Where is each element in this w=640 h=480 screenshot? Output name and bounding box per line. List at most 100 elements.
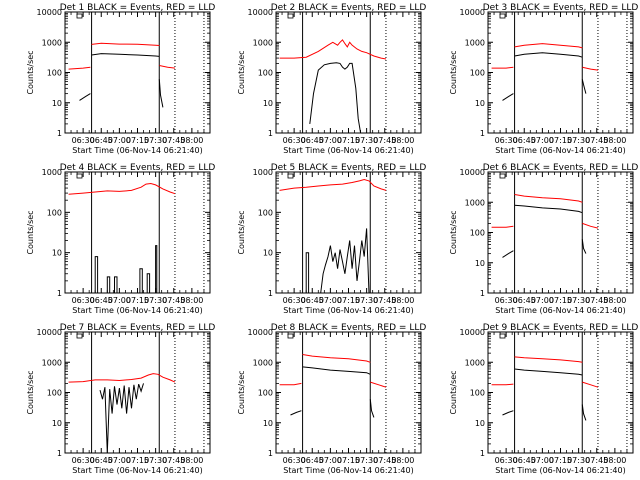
x-tick-label: 06:30 bbox=[283, 136, 306, 145]
y-tick-label: 1000 bbox=[253, 168, 273, 177]
panel-title: Det 4 BLACK = Events, RED = LLD bbox=[60, 163, 216, 173]
events-series-line bbox=[139, 268, 143, 293]
y-tick-label: 10000 bbox=[460, 168, 485, 177]
x-axis-label: Start Time (06-Nov-14 06:21:40) bbox=[495, 466, 625, 475]
events-series-line bbox=[302, 366, 371, 375]
y-tick-label: 100 bbox=[258, 208, 273, 217]
x-tick-label: 07:30 bbox=[567, 456, 590, 465]
legend-box-icon bbox=[499, 173, 506, 179]
events-series-line bbox=[514, 52, 583, 58]
lld-series-line bbox=[514, 43, 583, 49]
lld-series-line bbox=[279, 382, 302, 386]
y-tick-label: 10 bbox=[52, 419, 62, 428]
plot-frame bbox=[487, 171, 634, 294]
plot-frame bbox=[275, 331, 422, 454]
y-axis-label: Counts/sec bbox=[26, 370, 35, 414]
y-tick-label: 10 bbox=[475, 99, 485, 108]
events-series-line bbox=[79, 93, 91, 101]
events-series-line bbox=[99, 383, 144, 454]
x-tick-label: 06:45 bbox=[90, 456, 113, 465]
x-tick-label: 07:00 bbox=[108, 456, 131, 465]
y-tick-label: 100 bbox=[470, 229, 485, 238]
x-tick-label: 07:00 bbox=[319, 136, 342, 145]
events-series-line bbox=[146, 273, 151, 293]
x-tick-label: 08:00 bbox=[603, 136, 626, 145]
x-tick-label: 07:15 bbox=[337, 296, 360, 305]
y-tick-label: 1000 bbox=[42, 38, 62, 47]
y-tick-label: 1 bbox=[480, 449, 485, 458]
lld-series-line bbox=[68, 66, 91, 70]
detector-panel-2: 1 10 100 1000 10000 06:3006:4507:0007:1507:30… bbox=[237, 3, 426, 155]
y-tick-label: 100 bbox=[47, 69, 62, 78]
x-axis-label: Start Time (06-Nov-14 06:21:40) bbox=[495, 306, 625, 315]
lld-series-line bbox=[68, 373, 176, 383]
lld-series-line bbox=[68, 182, 176, 195]
y-tick-label: 1 bbox=[57, 129, 62, 138]
x-tick-label: 07:30 bbox=[355, 296, 378, 305]
plot-frame bbox=[487, 11, 634, 134]
y-tick-label: 100 bbox=[47, 389, 62, 398]
detector-panel-4: 1 10 100 1000 06:3006:4507:0007:1507:3007:45… bbox=[26, 163, 215, 315]
x-tick-label: 07:30 bbox=[355, 456, 378, 465]
x-tick-label: 07:30 bbox=[567, 296, 590, 305]
detector-panel-8: 1 10 100 1000 10000 06:3006:4507:0007:1507:30… bbox=[237, 323, 426, 475]
x-axis-label: Start Time (06-Nov-14 06:21:40) bbox=[283, 306, 413, 315]
y-tick-label: 1000 bbox=[42, 168, 62, 177]
x-tick-label: 07:45 bbox=[162, 456, 185, 465]
x-tick-label: 06:30 bbox=[283, 296, 306, 305]
x-tick-label: 06:45 bbox=[513, 296, 536, 305]
y-tick-label: 1 bbox=[268, 129, 273, 138]
x-tick-label: 06:30 bbox=[72, 456, 95, 465]
plot-frame bbox=[64, 171, 211, 294]
lld-series-line bbox=[582, 66, 599, 71]
x-tick-label: 07:15 bbox=[549, 296, 572, 305]
x-tick-label: 07:30 bbox=[567, 136, 590, 145]
y-tick-label: 10 bbox=[475, 259, 485, 268]
lld-series-line bbox=[582, 222, 599, 229]
y-tick-label: 10 bbox=[475, 419, 485, 428]
y-tick-label: 10 bbox=[263, 99, 273, 108]
legend-box-icon bbox=[499, 333, 506, 339]
x-axis-label: Start Time (06-Nov-14 06:21:40) bbox=[72, 466, 202, 475]
x-tick-label: 06:45 bbox=[90, 296, 113, 305]
y-axis-label: Counts/sec bbox=[26, 210, 35, 254]
events-series-line bbox=[94, 256, 99, 293]
panel-title: Det 9 BLACK = Events, RED = LLD bbox=[483, 323, 639, 333]
events-series-line bbox=[502, 250, 514, 258]
x-tick-label: 08:00 bbox=[180, 296, 203, 305]
x-tick-label: 06:45 bbox=[513, 456, 536, 465]
y-tick-label: 10000 bbox=[248, 328, 273, 337]
x-tick-label: 07:45 bbox=[373, 136, 396, 145]
events-series-line bbox=[502, 93, 514, 101]
events-series-line bbox=[581, 239, 587, 254]
x-tick-label: 07:15 bbox=[549, 136, 572, 145]
y-tick-label: 10000 bbox=[460, 8, 485, 17]
y-tick-label: 10 bbox=[52, 99, 62, 108]
x-tick-label: 07:00 bbox=[319, 296, 342, 305]
x-tick-label: 06:30 bbox=[283, 456, 306, 465]
x-tick-label: 08:00 bbox=[180, 456, 203, 465]
events-series-line bbox=[106, 276, 111, 293]
lld-series-line bbox=[582, 381, 599, 388]
plot-frame bbox=[64, 11, 211, 134]
events-series-line bbox=[114, 276, 118, 293]
y-tick-label: 100 bbox=[470, 69, 485, 78]
legend-box-icon bbox=[287, 173, 294, 179]
y-tick-label: 10000 bbox=[37, 328, 62, 337]
y-tick-label: 100 bbox=[258, 389, 273, 398]
lld-series-line bbox=[279, 39, 387, 60]
lld-series-line bbox=[514, 356, 583, 363]
events-series-line bbox=[91, 53, 160, 57]
y-tick-label: 10000 bbox=[460, 328, 485, 337]
x-axis-label: Start Time (06-Nov-14 06:21:40) bbox=[72, 306, 202, 315]
y-axis-label: Counts/sec bbox=[237, 370, 246, 414]
x-tick-label: 07:30 bbox=[144, 296, 167, 305]
x-tick-label: 06:30 bbox=[72, 296, 95, 305]
detector-panel-7: 1 10 100 1000 10000 06:3006:4507:0007:1507:30… bbox=[26, 323, 215, 475]
x-tick-label: 07:15 bbox=[337, 136, 360, 145]
x-tick-label: 08:00 bbox=[391, 456, 414, 465]
y-tick-label: 1000 bbox=[465, 38, 485, 47]
x-tick-label: 07:45 bbox=[585, 456, 608, 465]
x-tick-label: 06:45 bbox=[513, 136, 536, 145]
